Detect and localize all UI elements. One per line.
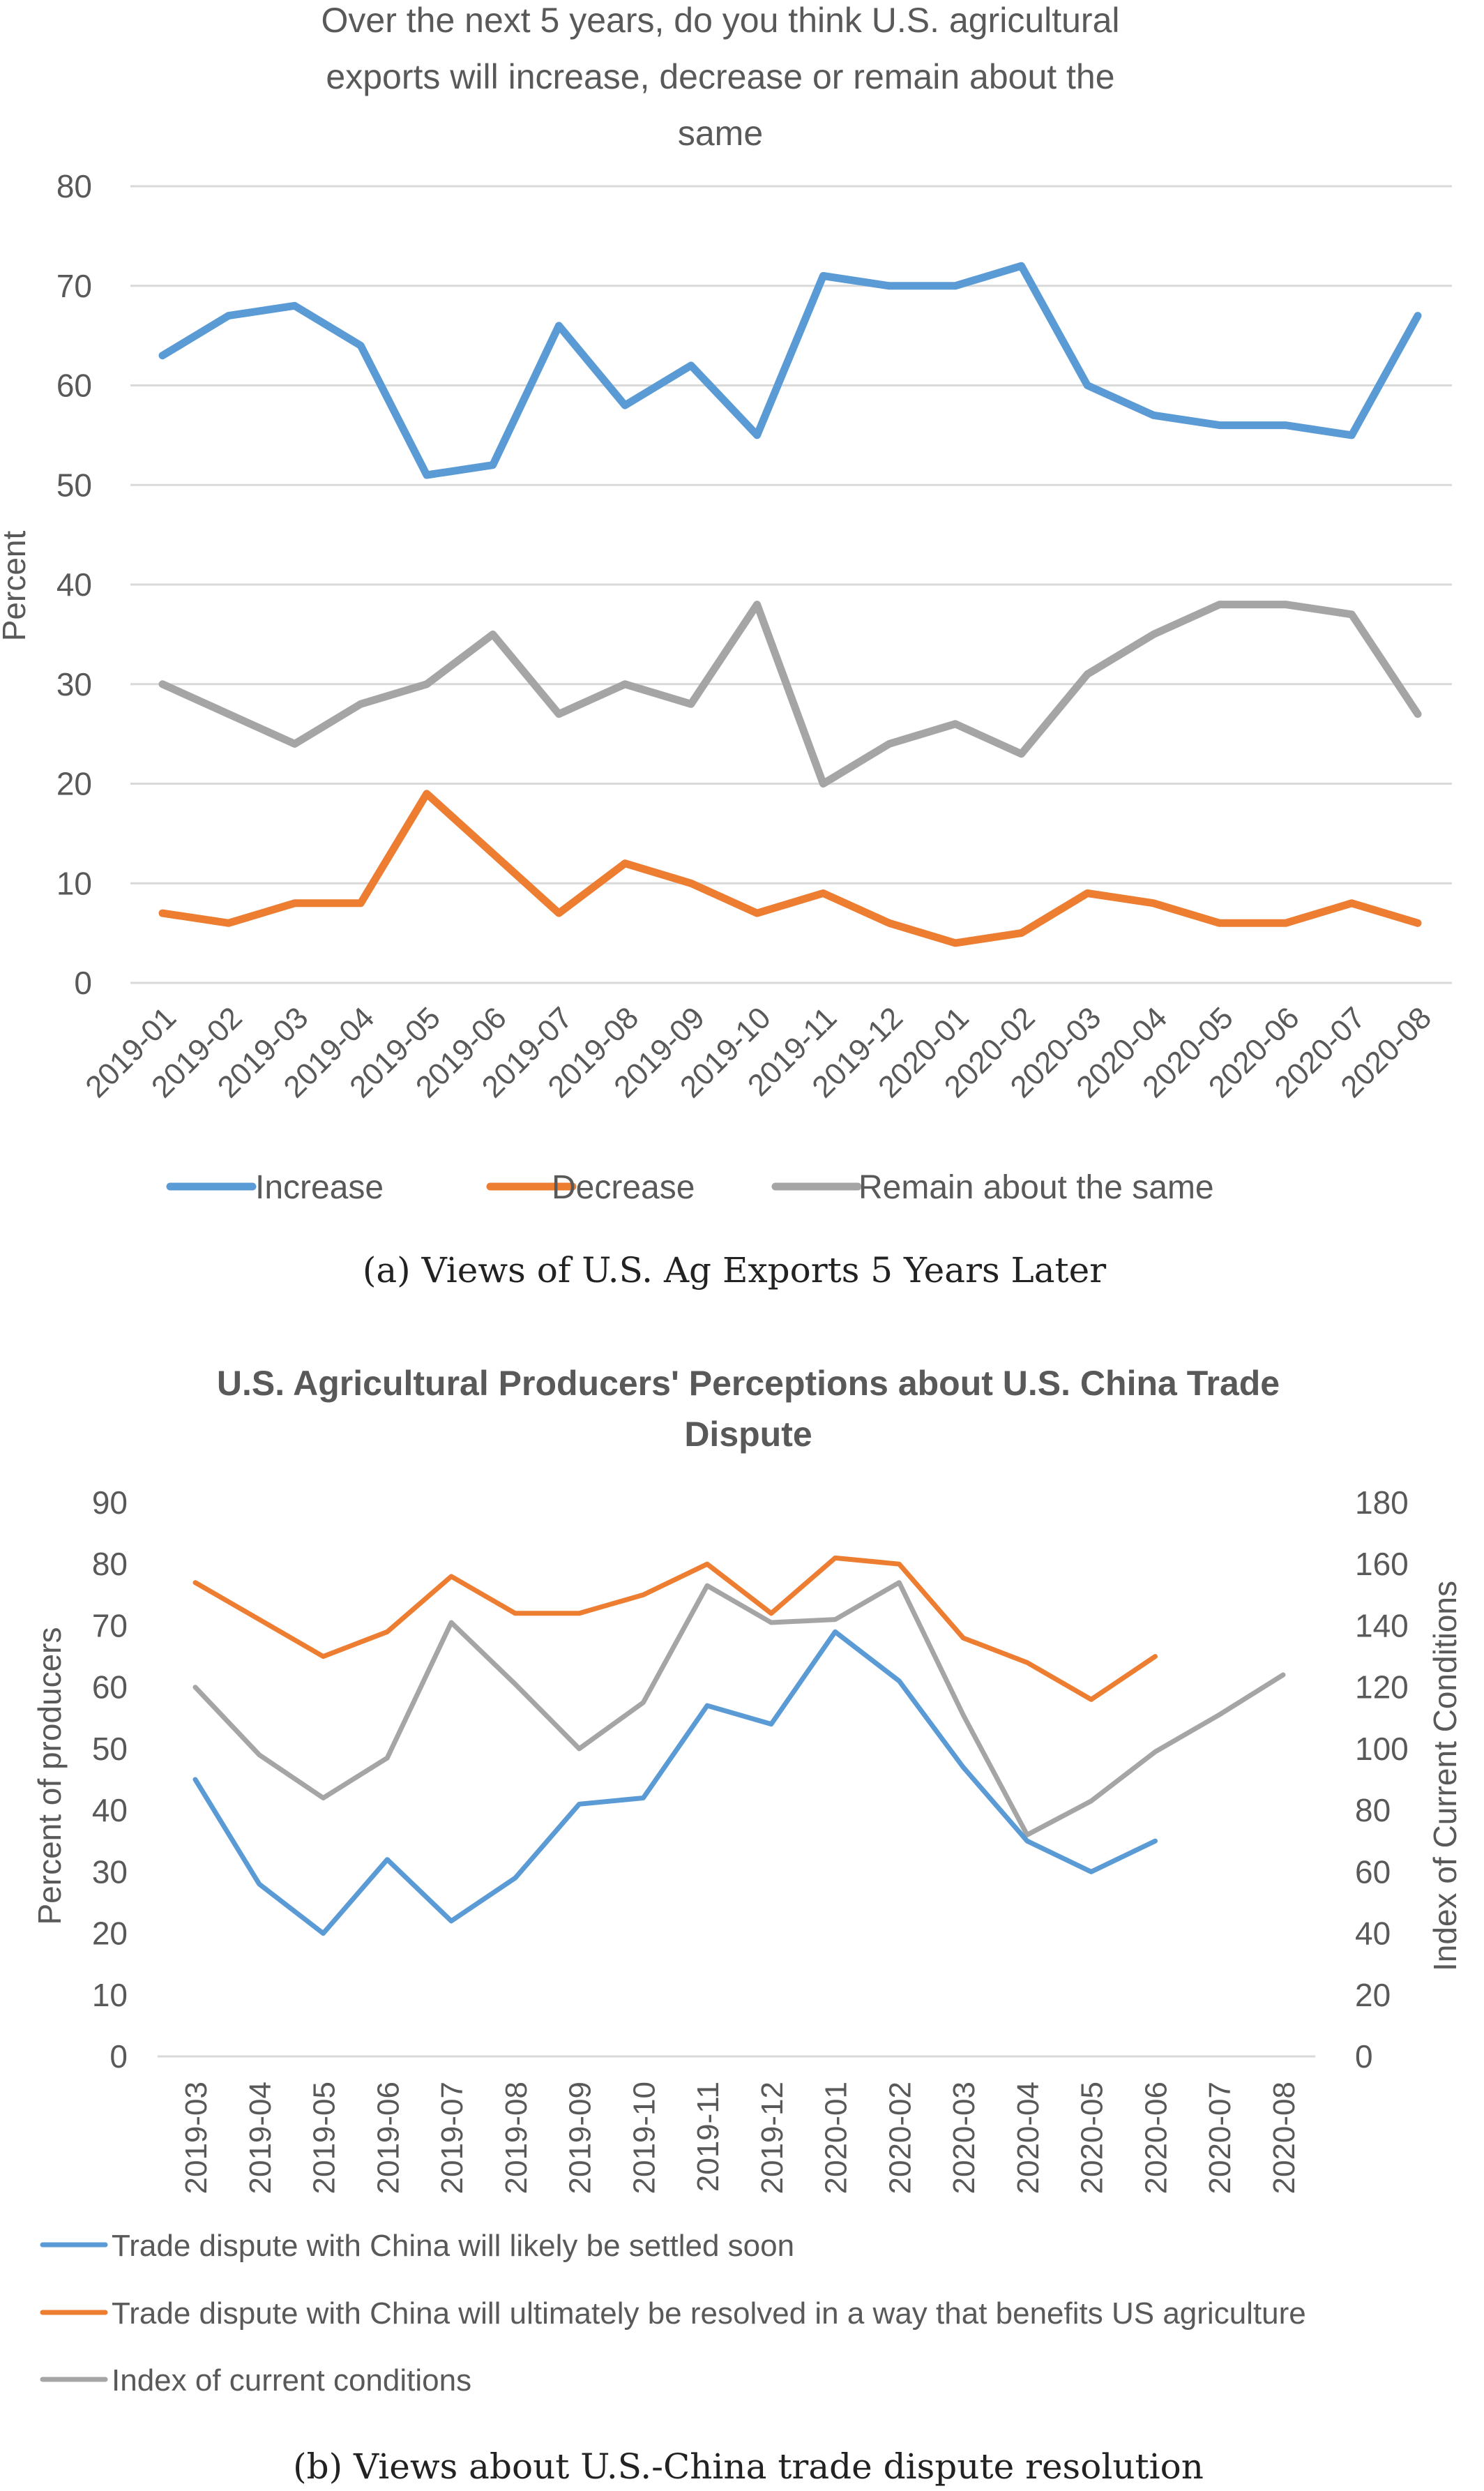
series-line: [158, 790, 1422, 947]
x-tick-label: 2020-03: [947, 2082, 981, 2194]
legend-item: Increase: [166, 1169, 384, 1206]
series-line: [158, 601, 1422, 788]
legend-label: Remain about the same: [858, 1169, 1214, 1206]
legend-item: Trade dispute with China will likely be …: [40, 2229, 794, 2263]
left-y-tick-label: 80: [92, 1546, 128, 1582]
x-tick-label: 2019-09: [563, 2082, 598, 2194]
left-y-tick-label: 90: [92, 1484, 128, 1521]
chart-a-x-tick-labels: 2019-012019-022019-032019-042019-052019-…: [79, 1000, 1438, 1104]
x-tick-label: 2020-06: [1139, 2082, 1173, 2194]
left-y-tick-label: 10: [92, 1977, 128, 2013]
left-y-tick-label: 20: [92, 1916, 128, 1952]
chart-a-title: Over the next 5 years, do you think U.S.…: [321, 1, 1120, 153]
chart-b: U.S. Agricultural Producers' Perceptions…: [31, 1364, 1463, 2487]
y-tick-label: 20: [56, 766, 92, 802]
y-tick-label: 10: [56, 865, 92, 901]
series-line: [158, 262, 1422, 479]
y-tick-label: 40: [56, 566, 92, 603]
chart-a-title-line-2: exports will increase, decrease or remai…: [326, 57, 1114, 96]
chart-b-legend: Trade dispute with China will likely be …: [40, 2229, 1306, 2398]
x-tick-label: 2019-05: [308, 2082, 342, 2194]
y-tick-label: 60: [56, 368, 92, 404]
x-tick-label: 2020-01: [819, 2082, 854, 2194]
legend-item: Remain about the same: [771, 1169, 1214, 1206]
chart-b-title-line-2: Dispute: [684, 1415, 812, 1454]
left-y-tick-label: 30: [92, 1853, 128, 1890]
chart-a-caption: (a) Views of U.S. Ag Exports 5 Years Lat…: [363, 1250, 1106, 1290]
x-tick-label: 2019-08: [499, 2082, 533, 2194]
x-tick-label: 2019-06: [371, 2082, 405, 2194]
left-y-tick-label: 50: [92, 1731, 128, 1767]
left-y-tick-label: 60: [92, 1669, 128, 1706]
series-line: [192, 1629, 1158, 1936]
right-y-tick-label: 100: [1355, 1731, 1409, 1767]
chart-b-caption: (b) Views about U.S.-China trade dispute…: [293, 2446, 1204, 2487]
chart-b-title: U.S. Agricultural Producers' Perceptions…: [217, 1364, 1280, 1454]
legend-label: Decrease: [552, 1169, 695, 1206]
legend-label: Index of current conditions: [112, 2363, 471, 2398]
right-y-tick-label: 20: [1355, 1977, 1391, 2013]
chart-a: Over the next 5 years, do you think U.S.…: [0, 1, 1452, 1290]
y-tick-label: 50: [56, 467, 92, 503]
x-tick-label: 2020-02: [883, 2082, 917, 2194]
y-tick-label: 30: [56, 666, 92, 702]
chart-b-left-y-axis-label: Percent of producers: [31, 1627, 68, 1925]
legend-label: Increase: [255, 1169, 384, 1206]
chart-b-right-y-axis-label: Index of Current Conditions: [1427, 1581, 1463, 1971]
left-y-tick-label: 70: [92, 1607, 128, 1643]
legend-label: Trade dispute with China will likely be …: [112, 2229, 794, 2263]
chart-a-legend: Increase Decrease Remain about the same: [166, 1169, 1214, 1206]
right-y-tick-label: 180: [1355, 1484, 1409, 1521]
y-tick-label: 70: [56, 268, 92, 304]
x-tick-label: 2019-04: [243, 2082, 278, 2194]
chart-b-title-line-1: U.S. Agricultural Producers' Perceptions…: [217, 1364, 1280, 1403]
x-tick-label: 2020-08: [1267, 2082, 1301, 2194]
right-y-tick-label: 0: [1355, 2038, 1373, 2075]
legend-item: Trade dispute with China will ultimately…: [40, 2296, 1306, 2331]
left-y-tick-label: 40: [92, 1792, 128, 1828]
chart-a-title-line-3: same: [678, 114, 763, 153]
series-line: [192, 1555, 1158, 1702]
legend-item: Decrease: [486, 1169, 695, 1206]
chart-b-x-tick-labels: 2019-03 2019-04 2019-05 2019-06 2019-07 2019-…: [179, 2082, 1301, 2194]
right-y-tick-label: 120: [1355, 1669, 1409, 1706]
chart-b-series: [192, 1555, 1286, 1936]
left-y-tick-label: 0: [109, 2038, 128, 2075]
right-y-tick-label: 60: [1355, 1853, 1391, 1890]
x-tick-label: 2019-03: [179, 2082, 213, 2194]
right-y-tick-label: 80: [1355, 1792, 1391, 1828]
right-y-tick-label: 40: [1355, 1916, 1391, 1952]
chart-a-y-axis-label: Percent: [0, 531, 32, 642]
series-line: [192, 1580, 1286, 1837]
x-tick-label: 2020-07: [1203, 2082, 1237, 2194]
chart-b-left-y-tick-labels: 0 10 20 30 40 50 60 70 80 90: [92, 1484, 128, 2075]
chart-a-gridlines: [130, 185, 1452, 984]
legend-item: Index of current conditions: [40, 2363, 471, 2398]
chart-a-series: [158, 262, 1422, 947]
y-tick-label: 80: [56, 168, 92, 204]
legend-label: Trade dispute with China will ultimately…: [112, 2296, 1306, 2331]
y-tick-label: 0: [74, 965, 92, 1001]
x-tick-label: 2019-10: [627, 2082, 661, 2194]
right-y-tick-label: 160: [1355, 1546, 1409, 1582]
chart-a-y-tick-labels: 0 10 20 30 40 50 60 70 80: [56, 168, 92, 1001]
right-y-tick-label: 140: [1355, 1607, 1409, 1643]
chart-b-right-y-tick-labels: 0 20 40 60 80 100 120 140 160 180: [1355, 1484, 1409, 2075]
x-tick-label: 2020-05: [1075, 2082, 1110, 2194]
x-tick-label: 2019-07: [435, 2082, 469, 2194]
chart-a-title-line-1: Over the next 5 years, do you think U.S.…: [321, 1, 1120, 40]
x-tick-label: 2019-12: [755, 2082, 789, 2194]
x-tick-label: 2019-11: [691, 2082, 725, 2192]
x-tick-label: 2020-04: [1011, 2082, 1045, 2194]
